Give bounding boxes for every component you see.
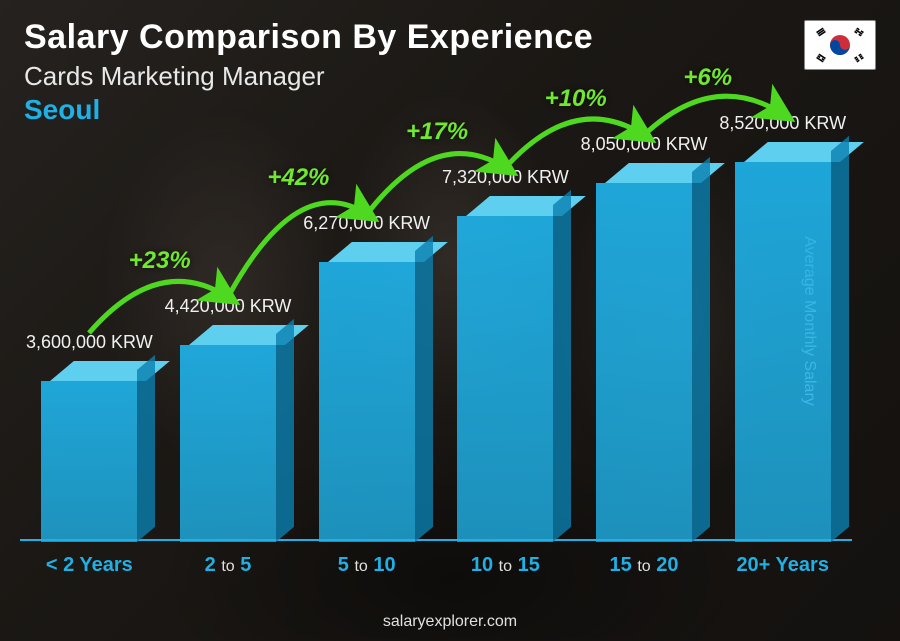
- bar-group: 8,050,000 KRW 15 to 20: [575, 117, 714, 577]
- bar-side-face: [137, 355, 155, 542]
- growth-percent-label: +23%: [129, 247, 191, 275]
- bar: [596, 163, 692, 542]
- growth-percent-label: +42%: [267, 164, 329, 192]
- chart-subtitle: Cards Marketing Manager: [24, 61, 593, 92]
- bar-group: 7,320,000 KRW 10 to 15: [436, 117, 575, 577]
- bar-category-label: 10 to 15: [471, 554, 540, 577]
- bar-group: 8,520,000 KRW 20+ Years: [713, 117, 852, 577]
- bar-value-label: 7,320,000 KRW: [442, 167, 569, 188]
- bar-side-face: [276, 319, 294, 542]
- bar-front-face: [180, 345, 276, 542]
- bar-category-label: 15 to 20: [610, 554, 679, 577]
- bar-category-label: 2 to 5: [205, 554, 252, 577]
- bar-group: 3,600,000 KRW < 2 Years: [20, 117, 159, 577]
- attribution-text: salaryexplorer.com: [0, 613, 900, 631]
- bar-front-face: [457, 216, 553, 542]
- bar-value-label: 8,050,000 KRW: [581, 134, 708, 155]
- bar-side-face: [415, 236, 433, 542]
- bar-category-label: 20+ Years: [736, 554, 829, 577]
- bar-front-face: [735, 162, 831, 542]
- bar-chart: 3,600,000 KRW < 2 Years 4,420,000 KRW 2 …: [20, 117, 852, 577]
- bar: [41, 361, 137, 542]
- growth-percent-label: +10%: [545, 85, 607, 113]
- bar-front-face: [319, 262, 415, 542]
- bar-category-label: 5 to 10: [338, 554, 396, 577]
- bar-front-face: [41, 381, 137, 542]
- bar-side-face: [831, 136, 849, 542]
- bar-value-label: 4,420,000 KRW: [165, 296, 292, 317]
- bar: [180, 325, 276, 542]
- south-korea-flag-icon: [807, 23, 873, 67]
- growth-percent-label: +17%: [406, 118, 468, 146]
- bar-front-face: [596, 183, 692, 542]
- bar: [319, 242, 415, 542]
- bar-category-label: < 2 Years: [46, 554, 133, 577]
- bar-side-face: [553, 190, 571, 542]
- bar-value-label: 3,600,000 KRW: [26, 332, 153, 353]
- chart-title: Salary Comparison By Experience: [24, 18, 593, 57]
- header-block: Salary Comparison By Experience Cards Ma…: [24, 18, 593, 126]
- bar: [457, 196, 553, 542]
- bar: [735, 142, 831, 542]
- bar-side-face: [692, 157, 710, 542]
- country-flag: [804, 20, 876, 70]
- bar-value-label: 8,520,000 KRW: [719, 113, 846, 134]
- growth-percent-label: +6%: [683, 64, 732, 92]
- bar-value-label: 6,270,000 KRW: [303, 213, 430, 234]
